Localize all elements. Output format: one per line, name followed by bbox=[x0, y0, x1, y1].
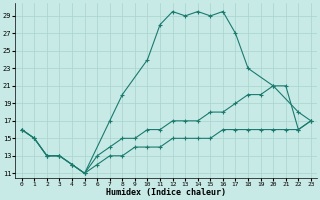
X-axis label: Humidex (Indice chaleur): Humidex (Indice chaleur) bbox=[106, 188, 226, 197]
